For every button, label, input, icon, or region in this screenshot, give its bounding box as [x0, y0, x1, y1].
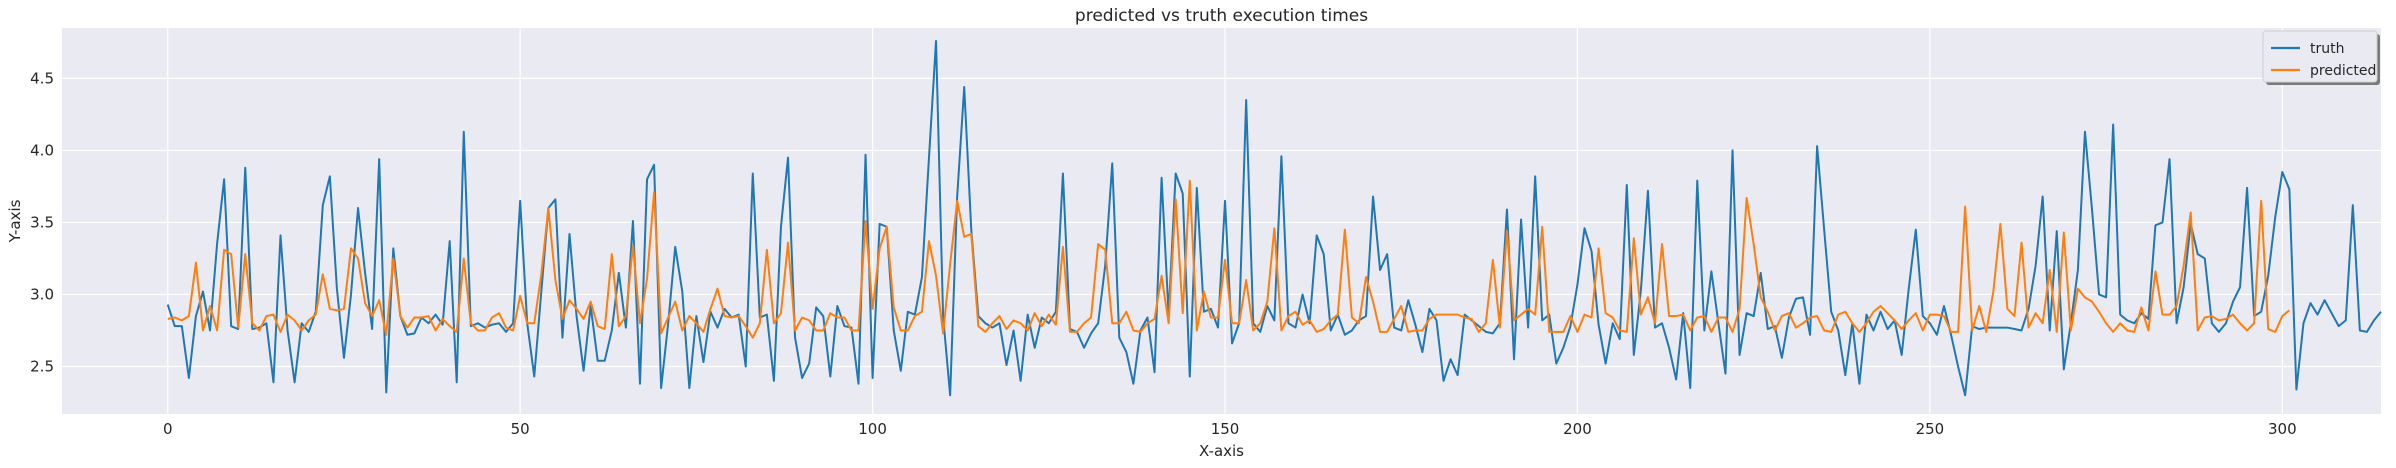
legend: truth predicted [2262, 30, 2380, 85]
legend-truth-label: truth [2310, 41, 2344, 57]
y-axis-label: Y-axis [6, 199, 24, 243]
y-tick-label: 3.5 [30, 213, 54, 231]
tick-labels: 0 50 100 150 200 250 300 2.5 3.0 3.5 4.0 4.5 [30, 69, 2296, 438]
legend-predicted-label: predicted [2310, 63, 2376, 79]
x-axis-label: X-axis [1199, 442, 1244, 460]
plot-background [62, 28, 2381, 414]
y-tick-label: 3.0 [30, 285, 54, 303]
x-tick-label: 200 [1563, 420, 1592, 438]
series-lines [166, 39, 2382, 397]
series-line-predicted [167, 179, 2291, 339]
y-tick-label: 4.5 [30, 69, 54, 87]
chart-title: predicted vs truth execution times [1075, 6, 1368, 26]
y-tick-label: 2.5 [30, 357, 54, 375]
x-tick-label: 250 [1916, 420, 1945, 438]
x-tick-label: 100 [858, 420, 887, 438]
x-tick-label: 0 [163, 420, 173, 438]
x-tick-label: 150 [1211, 420, 1240, 438]
x-tick-label: 50 [511, 420, 530, 438]
y-tick-label: 4.0 [30, 141, 54, 159]
series-line-truth [166, 39, 2382, 397]
x-tick-label: 300 [2268, 420, 2297, 438]
